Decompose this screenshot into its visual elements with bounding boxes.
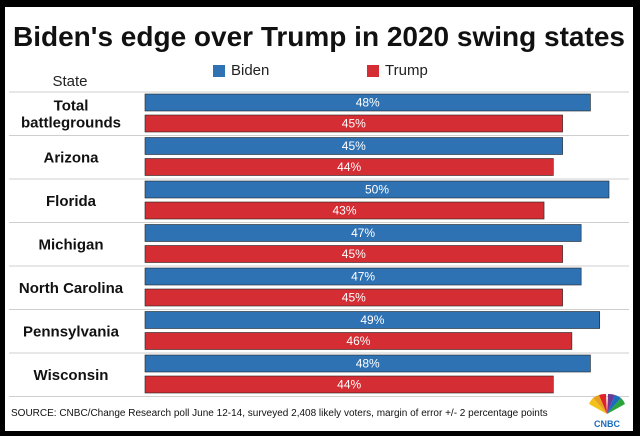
bar-chart: Total battlegrounds 48% 45% Arizona 45% 44% Flo…: [9, 91, 629, 397]
state-label: Total battlegrounds: [21, 97, 121, 131]
bar-trump: [144, 288, 563, 307]
bar-trump: [144, 201, 545, 220]
bar-biden: [144, 137, 563, 155]
bar-biden: [144, 93, 591, 112]
state-label: Wisconsin: [34, 367, 109, 384]
bar-trump: [144, 245, 563, 263]
bar-trump: [144, 375, 554, 394]
bar-value-label-biden: 47%: [351, 270, 375, 284]
legend-item-trump: Trump: [367, 62, 428, 79]
bar-biden: [144, 267, 582, 286]
bar-biden: [144, 224, 582, 242]
state-label: North Carolina: [19, 280, 124, 297]
bar-value-label-trump: 44%: [337, 378, 361, 392]
bar-value-label-trump: 43%: [333, 204, 357, 218]
logo-text: CNBC: [594, 419, 620, 429]
bar-trump: [144, 158, 554, 176]
chart-frame: Biden's edge over Trump in 2020 swing st…: [5, 7, 633, 431]
source-note: SOURCE: CNBC/Change Research poll June 1…: [11, 408, 548, 419]
state-label: Michigan: [38, 236, 103, 253]
state-label: Pennsylvania: [23, 323, 120, 340]
bar-value-label-trump: 44%: [337, 160, 361, 174]
bar-value-label-biden: 47%: [351, 226, 375, 240]
cnbc-peacock-logo-icon: CNBC: [589, 393, 625, 429]
bar-value-label-biden: 48%: [356, 96, 380, 110]
bar-biden: [144, 311, 601, 329]
bar-value-label-biden: 50%: [365, 183, 389, 197]
legend-swatch-trump: [367, 64, 379, 77]
state-label: Florida: [46, 193, 97, 210]
bar-value-label-biden: 49%: [360, 313, 384, 327]
bar-value-label-trump: 46%: [346, 334, 370, 348]
bar-value-label-trump: 45%: [342, 291, 366, 305]
legend-item-biden: Biden: [213, 62, 269, 79]
legend-label-trump: Trump: [385, 62, 428, 79]
bar-trump: [144, 114, 563, 133]
state-label: Arizona: [43, 149, 99, 166]
bar-value-label-trump: 45%: [342, 117, 366, 131]
state-column-header: State: [52, 73, 88, 90]
legend-label-biden: Biden: [231, 62, 270, 79]
bar-value-label-biden: 48%: [356, 357, 380, 371]
bar-biden: [144, 354, 591, 373]
bar-trump: [144, 332, 573, 350]
chart-title: Biden's edge over Trump in 2020 swing st…: [13, 21, 625, 52]
bar-value-label-biden: 45%: [342, 139, 366, 153]
bar-biden: [144, 180, 610, 199]
legend-swatch-biden: [213, 64, 225, 77]
bar-value-label-trump: 45%: [342, 247, 366, 261]
